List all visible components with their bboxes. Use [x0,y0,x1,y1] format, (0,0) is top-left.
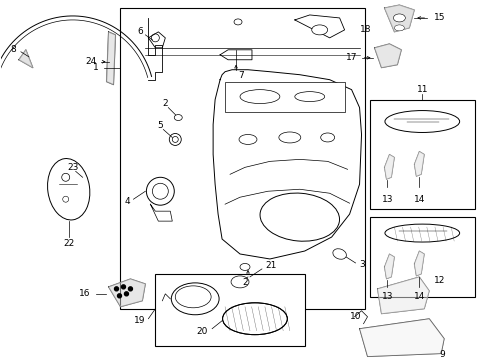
Text: 10: 10 [349,312,361,321]
Ellipse shape [222,303,287,335]
Polygon shape [384,254,394,279]
Circle shape [117,294,121,298]
Text: 6: 6 [137,27,143,36]
Circle shape [124,292,128,296]
Text: 16: 16 [79,289,90,298]
Circle shape [121,285,125,289]
Bar [224,82,344,112]
Ellipse shape [294,92,324,102]
Text: 4: 4 [124,197,130,206]
Ellipse shape [240,90,279,104]
Ellipse shape [320,133,334,142]
Text: 15: 15 [433,13,445,22]
Text: 5: 5 [157,121,163,130]
Ellipse shape [332,249,346,259]
Text: 11: 11 [416,85,427,94]
Polygon shape [384,5,413,32]
Ellipse shape [394,25,404,31]
Ellipse shape [260,193,339,241]
Ellipse shape [384,111,459,132]
Text: 23: 23 [67,163,78,172]
Text: 2: 2 [162,99,168,108]
Ellipse shape [311,25,327,35]
Ellipse shape [174,114,182,121]
Ellipse shape [384,224,459,242]
Circle shape [114,287,118,291]
Bar [155,274,304,346]
Bar [369,100,474,209]
Bar [120,8,364,309]
Ellipse shape [171,283,219,315]
Polygon shape [413,152,424,176]
Text: 3: 3 [359,260,365,269]
Polygon shape [413,251,424,276]
Ellipse shape [47,158,90,220]
Text: 12: 12 [433,276,445,285]
Text: 14: 14 [413,292,424,301]
Polygon shape [19,50,33,68]
Ellipse shape [234,19,242,25]
Text: 18: 18 [359,26,370,35]
Text: 14: 14 [413,195,424,204]
Ellipse shape [393,14,405,22]
Ellipse shape [278,132,300,143]
Ellipse shape [175,286,211,308]
Text: 21: 21 [264,261,276,270]
Text: 20: 20 [196,327,208,336]
Text: 7: 7 [238,71,244,80]
Text: 22: 22 [63,239,74,248]
Text: 13: 13 [381,195,392,204]
Text: 2: 2 [242,278,247,287]
Ellipse shape [240,264,249,270]
Polygon shape [384,154,394,179]
Text: 8: 8 [10,45,16,54]
Text: 24: 24 [85,57,97,66]
Text: 9: 9 [438,350,444,359]
Polygon shape [374,44,401,68]
Text: 19: 19 [134,316,145,325]
Polygon shape [108,279,145,307]
Circle shape [128,287,132,291]
Text: 1: 1 [93,63,99,72]
Bar [369,217,474,297]
Polygon shape [377,277,428,314]
Polygon shape [106,32,115,85]
Polygon shape [359,319,443,357]
Text: 17: 17 [346,53,357,62]
Ellipse shape [239,135,256,144]
Ellipse shape [231,276,248,288]
Text: 13: 13 [381,292,392,301]
